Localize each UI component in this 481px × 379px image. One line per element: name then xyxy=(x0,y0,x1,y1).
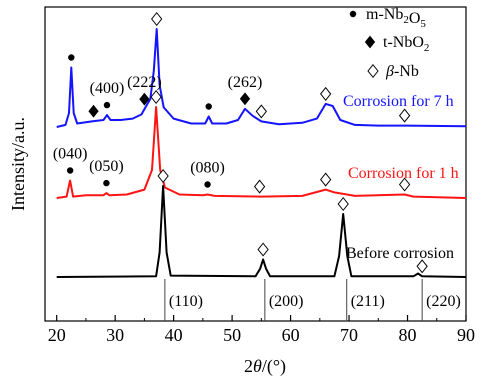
series-name-label: Corrosion for 1 h xyxy=(348,165,459,182)
reference-line-label: (211) xyxy=(351,293,385,310)
legend-marker xyxy=(349,10,357,18)
reference-line-label: (200) xyxy=(269,293,304,310)
series-line xyxy=(56,185,467,278)
beta-nb-marker xyxy=(398,177,411,192)
m-nb2o5-marker xyxy=(68,54,75,61)
m-nb2o5-marker xyxy=(103,101,111,109)
peak-annotation: (400) xyxy=(90,80,125,97)
peak-annotation: (050) xyxy=(89,158,124,175)
beta-nb-marker xyxy=(320,172,332,187)
beta-nb-marker xyxy=(320,86,332,101)
t-nbo2-marker xyxy=(88,104,99,118)
peak-annotation: (222) xyxy=(127,74,162,91)
beta-nb-marker xyxy=(337,196,349,212)
m-nb2o5-marker xyxy=(66,167,74,174)
beta-nb-marker xyxy=(157,168,169,184)
beta-nb-marker xyxy=(416,259,428,274)
legend: m-Nb2O5 t-NbO2 β-Nb xyxy=(349,6,429,80)
beta-nb-marker xyxy=(398,108,411,123)
peak-annotation: (262) xyxy=(228,74,263,91)
t-nbo2-marker xyxy=(139,92,150,106)
legend-label: t-NbO2 xyxy=(383,34,429,54)
legend-label: β-Nb xyxy=(385,63,419,80)
x-tick-label: 80 xyxy=(399,325,417,345)
x-tick-label: 90 xyxy=(457,325,475,345)
x-tick-label: 70 xyxy=(340,325,358,345)
annotation-layer: (400) (222) (262) (040)(050) (080) xyxy=(53,74,262,177)
x-tick-label: 20 xyxy=(48,325,66,345)
beta-nb-marker xyxy=(150,89,162,105)
legend-label: m-Nb2O5 xyxy=(366,6,426,30)
reference-line-label: (220) xyxy=(426,293,461,310)
legend-marker xyxy=(367,63,379,79)
plot-frame xyxy=(44,6,467,322)
x-tick-label: 40 xyxy=(165,325,183,345)
peak-annotation: (040) xyxy=(53,146,88,163)
m-nb2o5-marker xyxy=(205,103,212,110)
x-tick-label: 50 xyxy=(223,325,241,345)
reference-line-label: (110) xyxy=(169,293,203,310)
beta-nb-marker xyxy=(255,104,267,119)
series-name-label: Corrosion for 7 h xyxy=(343,93,454,110)
x-tick-label: 60 xyxy=(282,325,300,345)
series-line xyxy=(56,28,467,128)
m-nb2o5-marker xyxy=(204,181,211,188)
x-axis-label: 2θ/(°) xyxy=(244,356,286,377)
marker-layer xyxy=(66,11,428,274)
peak-annotation: (080) xyxy=(190,160,225,177)
beta-nb-marker xyxy=(253,179,266,194)
m-nb2o5-marker xyxy=(103,179,110,187)
reference-lines: (110) (200) (211) (220) xyxy=(164,279,461,321)
legend-marker xyxy=(364,35,376,49)
x-axis-ticks: 20 30 40 50 60 70 80 90 xyxy=(48,315,475,345)
x-tick-label: 30 xyxy=(106,325,124,345)
beta-nb-marker xyxy=(257,242,269,257)
series-label-layer: Corrosion for 7 h Corrosion for 1 h Before… xyxy=(343,93,459,262)
y-axis-label: Intensity/a.u. xyxy=(8,117,28,211)
series-name-label: Before corrosion xyxy=(346,245,454,262)
t-nbo2-marker xyxy=(239,92,251,106)
beta-nb-marker xyxy=(151,11,163,27)
